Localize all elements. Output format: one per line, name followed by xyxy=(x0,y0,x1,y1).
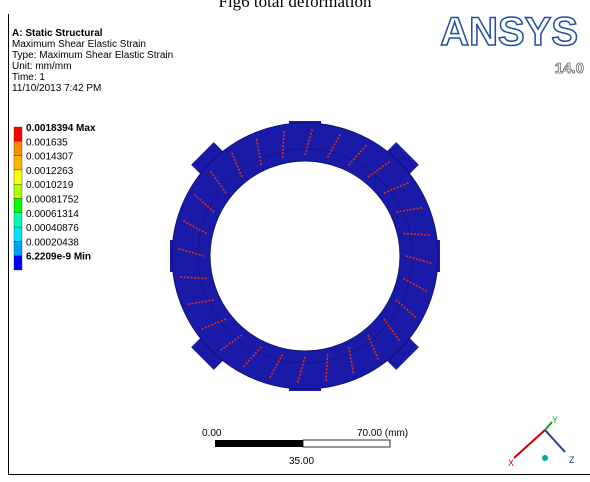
legend-label: 0.0012263 xyxy=(26,166,74,177)
legend-label: 0.00020438 xyxy=(26,237,79,248)
triad-x-axis xyxy=(514,430,545,458)
legend-swatch xyxy=(14,184,22,198)
triad-x-label: X xyxy=(508,458,514,468)
legend-label: 6.2209e-9 Min xyxy=(26,252,91,263)
legend-swatch xyxy=(14,141,22,155)
legend-label: 0.00061314 xyxy=(26,209,79,220)
triad-z-axis xyxy=(545,430,565,452)
legend-label: 0.0010219 xyxy=(26,180,74,191)
legend-swatch xyxy=(14,213,22,227)
triad-y-label: Y xyxy=(552,415,558,425)
legend-label: 0.00081752 xyxy=(26,195,79,206)
triad-origin xyxy=(542,455,548,461)
legend-label: 0.0014307 xyxy=(26,152,74,163)
logo-version: 14.0 xyxy=(555,60,584,77)
legend-swatch xyxy=(14,256,22,270)
legend-label: 0.001635 xyxy=(26,137,68,148)
scale-bar-white xyxy=(303,440,390,447)
logo: ANSYS xyxy=(440,10,578,54)
legend-label: 0.0018394 Max xyxy=(26,123,96,134)
triad: Y X Z xyxy=(508,415,575,468)
scale-mid: 35.00 xyxy=(289,456,314,467)
legend-swatch xyxy=(14,227,22,241)
legend-swatch xyxy=(14,199,22,213)
triad-y-axis xyxy=(545,422,552,430)
model xyxy=(170,121,440,391)
scale-bar-black xyxy=(215,440,303,447)
legend-label: 0.00040876 xyxy=(26,223,79,234)
legend-swatch xyxy=(14,156,22,170)
legend-swatch xyxy=(14,170,22,184)
viewport: ANSYS 14.0 0.00 70.00 (mm) 35.00 Y X Z 0… xyxy=(0,0,590,482)
ring-hole xyxy=(210,161,400,351)
scale-end: 70.00 (mm) xyxy=(357,428,408,439)
screenshot: Fig6 total deformation A: Static Structu… xyxy=(0,0,590,482)
scale-start: 0.00 xyxy=(202,428,222,439)
legend-swatch xyxy=(14,127,22,141)
triad-z-label: Z xyxy=(569,455,575,465)
legend-swatch xyxy=(14,241,22,255)
